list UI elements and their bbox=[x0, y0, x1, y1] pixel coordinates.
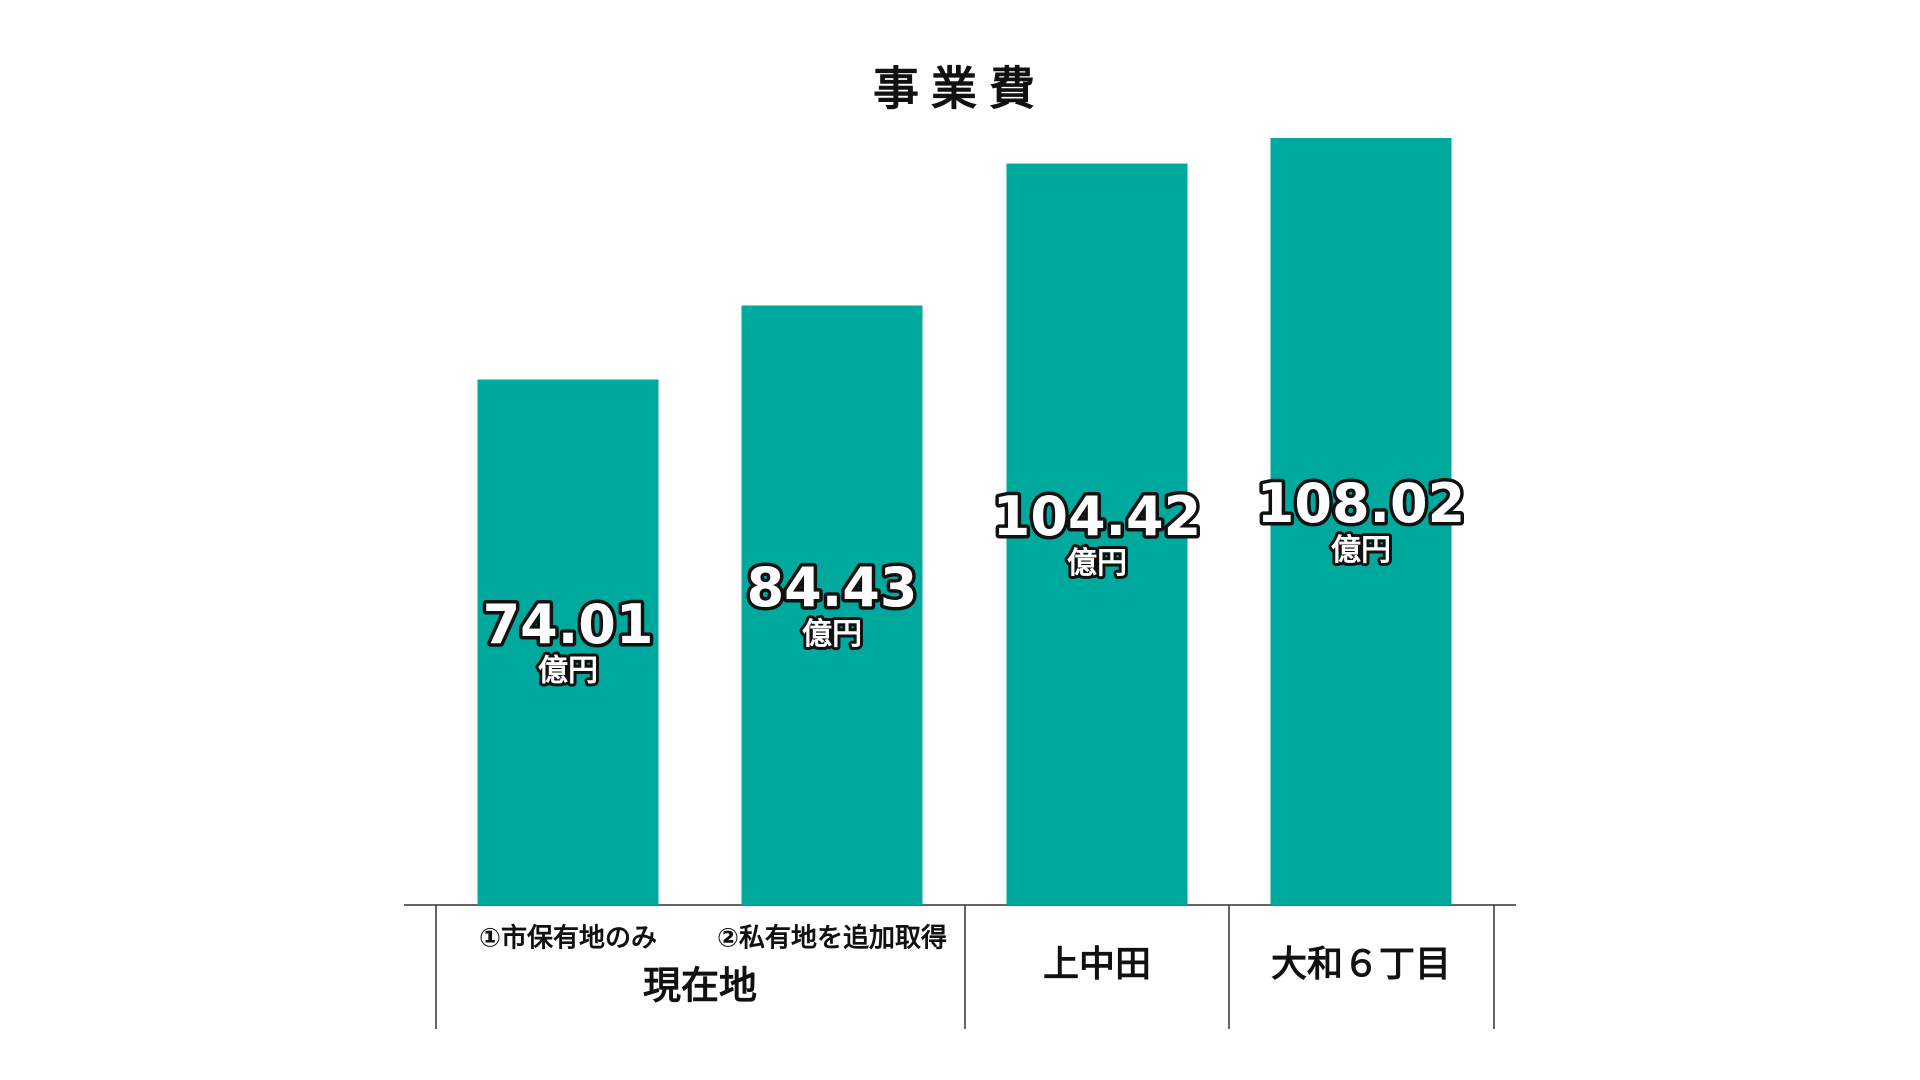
value-label: 74.01 bbox=[483, 593, 654, 656]
bar bbox=[477, 379, 659, 905]
x-tick-label: 上中田 bbox=[1043, 944, 1151, 985]
x-tick-label: ②私有地を追加取得 bbox=[717, 923, 947, 954]
bar bbox=[1270, 138, 1452, 905]
value-unit: 億円 bbox=[538, 654, 598, 689]
x-tick-label: ①市保有地のみ bbox=[479, 923, 657, 954]
group-label: 現在地 bbox=[643, 964, 757, 1008]
value-unit: 億円 bbox=[1331, 533, 1391, 568]
value-unit: 億円 bbox=[802, 617, 862, 652]
bar bbox=[741, 305, 923, 905]
value-label: 108.02 bbox=[1257, 472, 1465, 535]
bar bbox=[1006, 163, 1188, 905]
chart-title: 事業費 bbox=[873, 62, 1047, 116]
value-label: 104.42 bbox=[993, 485, 1201, 548]
value-unit: 億円 bbox=[1067, 546, 1127, 581]
value-label: 84.43 bbox=[747, 556, 918, 619]
x-tick-label: 大和６丁目 bbox=[1271, 944, 1451, 985]
